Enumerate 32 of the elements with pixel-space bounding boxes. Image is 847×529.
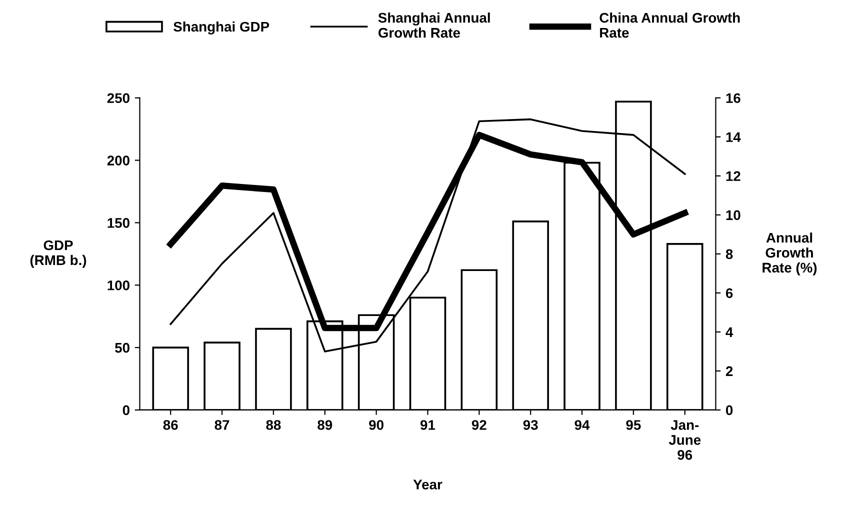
x-tick-label: 90 [369, 420, 384, 430]
x-tick-label: 89 [318, 420, 332, 430]
x-tick-label: 86 [163, 420, 178, 430]
x-tick-label: 91 [420, 420, 436, 430]
legend-label: China Annual Growth Rate [600, 12, 740, 38]
x-axis-title: Year [413, 480, 442, 490]
y2-tick-label: 12 [726, 171, 740, 181]
y2-tick-label: 2 [726, 366, 733, 376]
y2-tick-label: 8 [726, 249, 733, 260]
x-tick-label: 94 [574, 420, 590, 430]
y2-tick-label: 6 [726, 288, 733, 298]
x-tick-label: 92 [472, 420, 486, 430]
x-tick-label: 95 [626, 420, 641, 430]
y-axis-title: GDP (RMB b.) [30, 240, 86, 268]
y2-axis-title: Annual Growth Rate (%) [762, 232, 817, 276]
y-tick-label: 0 [122, 405, 130, 416]
x-tick-label: 93 [523, 420, 538, 430]
y-tick-label: 100 [108, 280, 130, 290]
x-tick-label: Jan- June 96 [668, 420, 701, 460]
x-tick-label: 87 [214, 420, 230, 430]
legend-label: Shanghai GDP [174, 21, 270, 34]
x-tick-label: 88 [266, 420, 281, 430]
y-tick-label: 150 [108, 218, 130, 228]
y2-tick-label: 16 [726, 93, 740, 104]
y-tick-label: 50 [115, 342, 130, 353]
y2-tick-label: 14 [726, 132, 741, 142]
y2-tick-label: 4 [726, 327, 734, 337]
y2-tick-label: 0 [726, 405, 733, 416]
y-tick-label: 200 [107, 156, 130, 166]
y-tick-label: 250 [107, 93, 130, 104]
y2-tick-label: 10 [726, 210, 740, 220]
legend-label: Shanghai Annual Growth Rate [378, 12, 490, 38]
